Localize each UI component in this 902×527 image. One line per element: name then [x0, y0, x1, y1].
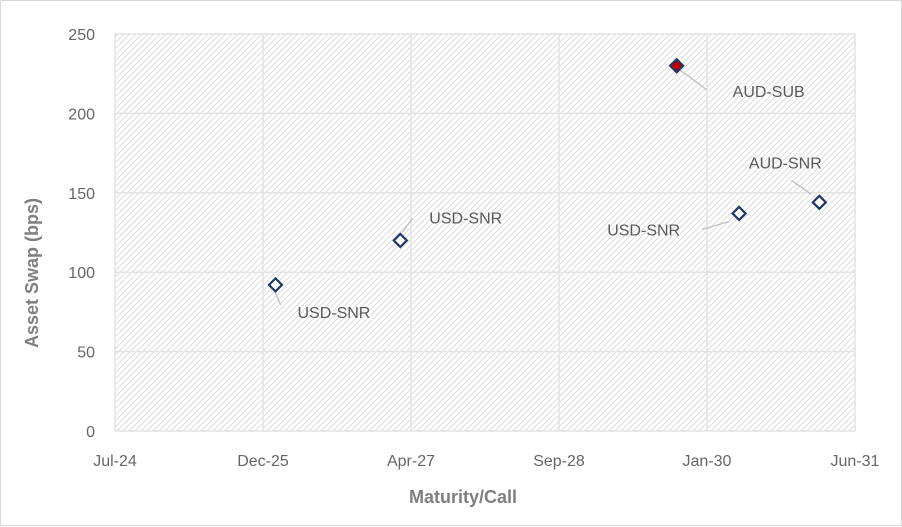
data-label: USD-SNR	[297, 305, 370, 322]
data-point-marker	[811, 194, 828, 211]
x-tick-label: Dec-25	[237, 453, 289, 470]
y-tick-label: 50	[77, 345, 95, 362]
gridlines	[114, 33, 856, 432]
y-axis-title: Asset Swap (bps)	[22, 198, 42, 348]
y-tick-label: 100	[68, 265, 95, 282]
y-tick-label: 250	[68, 27, 95, 44]
leader-line	[701, 220, 730, 231]
data-label: AUD-SUB	[733, 84, 805, 101]
leader-line	[790, 179, 812, 195]
plot-area	[115, 34, 855, 431]
leader-line	[679, 69, 708, 91]
data-label: AUD-SNR	[749, 155, 822, 172]
data-point-marker	[731, 205, 748, 222]
y-tick-label: 150	[68, 186, 95, 203]
x-tick-label: Jul-24	[93, 453, 137, 470]
leader-lines	[274, 69, 812, 306]
leader-line	[401, 218, 413, 233]
x-axis-title: Maturity/Call	[409, 487, 517, 507]
data-labels: USD-SNR USD-SNR AUD-SUB USD-SNR AUD-SNR	[297, 84, 821, 322]
data-point-marker	[392, 232, 409, 249]
y-tick-label: 0	[86, 424, 95, 441]
y-tick-label: 200	[68, 106, 95, 123]
x-tick-label: Apr-27	[387, 453, 435, 470]
data-points	[267, 57, 828, 293]
x-tick-label: Jun-31	[831, 453, 880, 470]
data-label: USD-SNR	[607, 222, 680, 239]
x-tick-label: Sep-28	[533, 453, 585, 470]
leader-line	[274, 292, 282, 306]
data-label: USD-SNR	[429, 210, 502, 227]
tick-labels: 0 50 100 150 200 250 Jul-24 Dec-25 Apr-27 Sep-28 J…	[68, 27, 879, 470]
data-point-marker	[267, 276, 284, 293]
data-point-marker	[668, 57, 685, 74]
x-tick-label: Jan-30	[683, 453, 732, 470]
